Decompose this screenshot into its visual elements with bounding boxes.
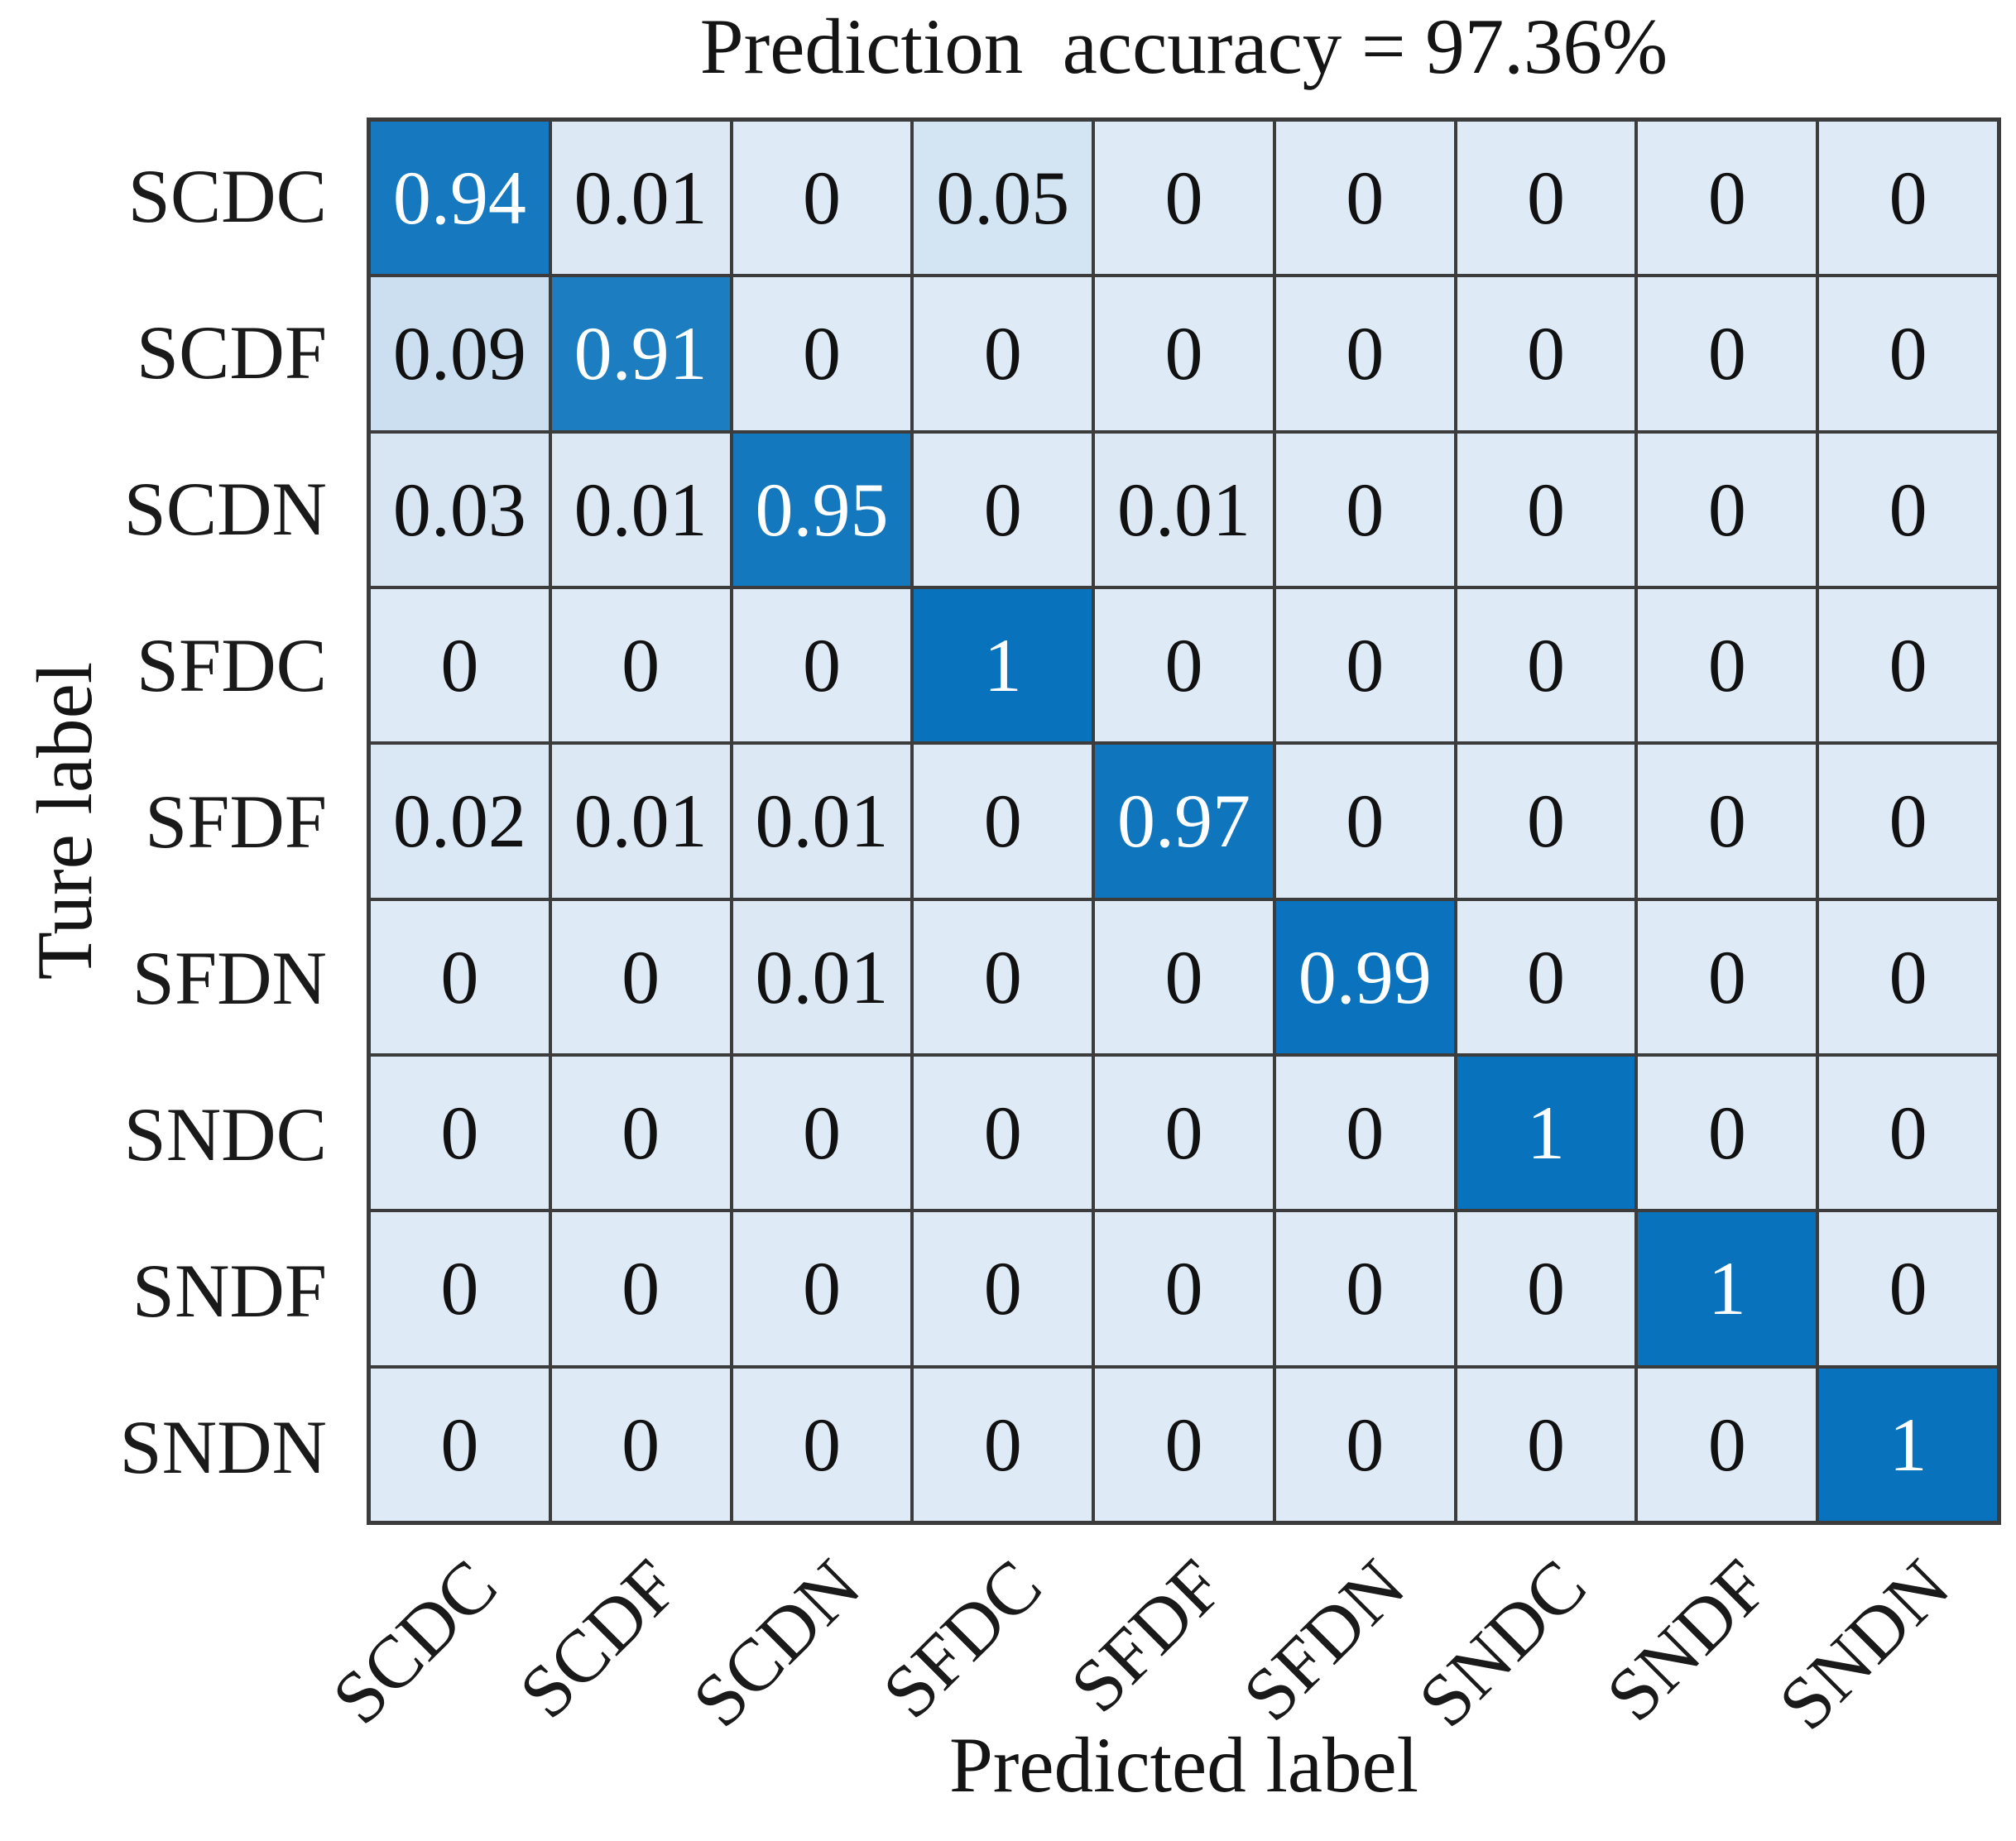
matrix-cell: 0: [1275, 1368, 1454, 1521]
matrix-cell: 0: [732, 122, 911, 275]
y-tick-label: SFDF: [145, 779, 327, 864]
matrix-cell: 1: [1819, 1368, 1997, 1521]
y-tick-label: SCDC: [127, 153, 327, 238]
matrix-cell: 0: [1275, 1056, 1454, 1210]
matrix-cell: 0: [551, 588, 730, 742]
matrix-cell: 0.03: [371, 433, 549, 586]
matrix-cell: 0: [1095, 1212, 1273, 1365]
confusion-matrix-grid: 0.94 0.01 0 0.05 0 0 0 0 0 0.09 0.91 0 0 0 0 0 0 0 0.03 0.0…: [367, 117, 2001, 1525]
matrix-cell: 0: [1638, 122, 1817, 275]
y-tick-label: SCDN: [123, 466, 327, 551]
matrix-cell: 0.99: [1275, 900, 1454, 1053]
matrix-cell: 0: [551, 900, 730, 1053]
matrix-cell: 0: [1819, 745, 1997, 898]
y-tick-label: SNDF: [132, 1248, 327, 1333]
matrix-cell: 0: [1457, 745, 1635, 898]
matrix-cell: 0: [371, 1212, 549, 1365]
matrix-cell: 0: [1095, 1368, 1273, 1521]
chart-title: Prediction accuracy = 97.36%: [699, 2, 1668, 90]
matrix-cell: 0: [732, 277, 911, 430]
matrix-cell: 0: [1819, 122, 1997, 275]
matrix-cell: 0: [732, 1368, 911, 1521]
matrix-cell: 0: [371, 588, 549, 742]
y-tick-label: SNDN: [119, 1404, 327, 1489]
matrix-cell: 0: [551, 1212, 730, 1365]
matrix-cell: 0: [371, 900, 549, 1053]
matrix-cell: 0: [371, 1368, 549, 1521]
matrix-cell: 0: [732, 1056, 911, 1210]
matrix-cell: 0: [1638, 900, 1817, 1053]
y-tick-label: SCDF: [136, 309, 327, 395]
matrix-cell: 0.01: [1095, 433, 1273, 586]
matrix-cell: 0: [732, 1212, 911, 1365]
matrix-cell: 0: [1275, 277, 1454, 430]
matrix-cell: 0.91: [551, 277, 730, 430]
matrix-cell: 0: [1457, 122, 1635, 275]
matrix-cell: 0: [1638, 277, 1817, 430]
matrix-cell: 0: [914, 433, 1092, 586]
matrix-cell: 0: [1095, 277, 1273, 430]
matrix-cell: 0: [1819, 1056, 1997, 1210]
matrix-cell: 0: [1638, 1056, 1817, 1210]
matrix-cell: 0: [914, 745, 1092, 898]
matrix-cell: 0: [914, 1368, 1092, 1521]
matrix-cell: 1: [914, 588, 1092, 742]
matrix-cell: 0: [914, 900, 1092, 1053]
x-axis-label: Predicted label: [948, 1721, 1419, 1809]
matrix-cell: 0: [1275, 122, 1454, 275]
matrix-cell: 0.01: [732, 745, 911, 898]
matrix-cell: 0: [1457, 588, 1635, 742]
matrix-cell: 0: [1457, 1212, 1635, 1365]
y-tick-label: SFDN: [132, 935, 327, 1020]
matrix-cell: 0: [551, 1368, 730, 1521]
matrix-cell: 0.95: [732, 433, 911, 586]
matrix-cell: 0: [1457, 277, 1635, 430]
x-tick-labels: SCDC SCDF SCDN SFDC SFDF SFDN SNDC SNDF SNDN: [317, 1536, 2001, 1745]
matrix-cell: 0: [1095, 1056, 1273, 1210]
matrix-cell: 0.01: [732, 900, 911, 1053]
matrix-cell: 0: [914, 1212, 1092, 1365]
matrix-cell: 0: [1275, 1212, 1454, 1365]
matrix-cell: 0: [914, 277, 1092, 430]
matrix-cell: 1: [1457, 1056, 1635, 1210]
matrix-cell: 0: [1095, 900, 1273, 1053]
matrix-cell: 0: [1457, 1368, 1635, 1521]
matrix-cell: 0: [1819, 588, 1997, 742]
matrix-cell: 0: [1638, 433, 1817, 586]
matrix-cell: 0: [1095, 588, 1273, 742]
matrix-cell: 0: [1457, 433, 1635, 586]
matrix-cell: 0: [1095, 122, 1273, 275]
matrix-cell: 0: [1275, 433, 1454, 586]
matrix-cell: 0: [1819, 277, 1997, 430]
matrix-cell: 0: [551, 1056, 730, 1210]
matrix-cell: 0: [1638, 1368, 1817, 1521]
matrix-cell: 0.09: [371, 277, 549, 430]
matrix-cell: 0: [732, 588, 911, 742]
matrix-cell: 0: [1275, 588, 1454, 742]
y-tick-labels: SCDC SCDF SCDN SFDC SFDF SFDN SNDC SNDF SNDN: [0, 117, 352, 1525]
matrix-cell: 0: [1275, 745, 1454, 898]
matrix-cell: 0.05: [914, 122, 1092, 275]
matrix-cell: 0.01: [551, 433, 730, 586]
matrix-cell: 0: [1638, 745, 1817, 898]
y-tick-label: SFDC: [136, 622, 327, 707]
matrix-cell: 0.01: [551, 745, 730, 898]
matrix-cell: 0: [1819, 433, 1997, 586]
matrix-cell: 0: [1638, 588, 1817, 742]
matrix-cell: 0: [1819, 900, 1997, 1053]
matrix-cell: 0.94: [371, 122, 549, 275]
matrix-cell: 0: [371, 1056, 549, 1210]
matrix-cell: 0.01: [551, 122, 730, 275]
matrix-cell: 0: [1819, 1212, 1997, 1365]
matrix-cell: 0.97: [1095, 745, 1273, 898]
matrix-cell: 1: [1638, 1212, 1817, 1365]
matrix-cell: 0: [914, 1056, 1092, 1210]
y-tick-label: SNDC: [123, 1091, 327, 1177]
matrix-cell: 0: [1457, 900, 1635, 1053]
matrix-cell: 0.02: [371, 745, 549, 898]
